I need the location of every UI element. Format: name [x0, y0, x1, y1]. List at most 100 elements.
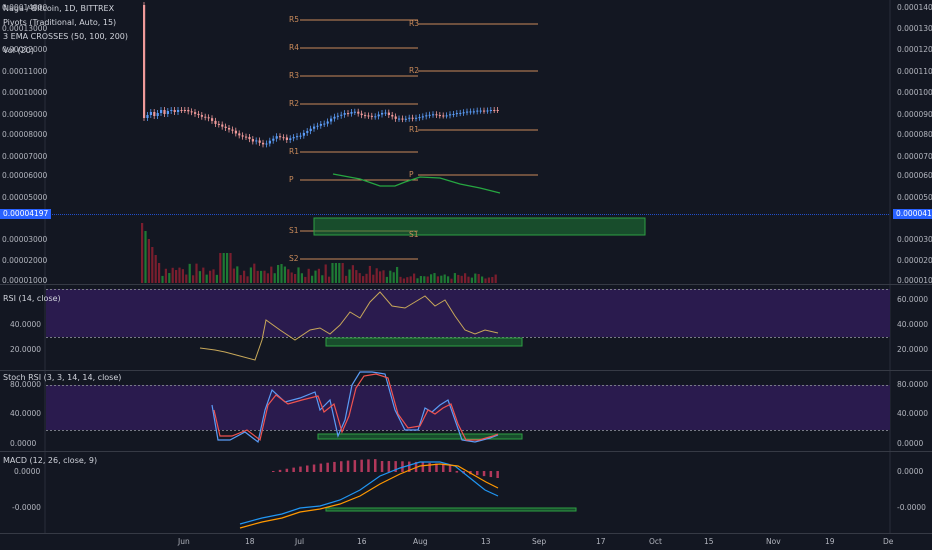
candle-body [367, 115, 370, 117]
price-label: 0.00008000 [2, 130, 48, 139]
macd-histogram-bar [476, 471, 479, 476]
volume-bar [154, 255, 157, 283]
volume-bar [426, 276, 429, 283]
volume-bar [481, 276, 484, 283]
candle-body [200, 115, 203, 117]
stoch-axis-label: 0.0000 [10, 439, 37, 448]
volume-bar [436, 276, 439, 283]
macd-histogram-bar [367, 459, 370, 472]
macd-histogram-bar [278, 469, 282, 472]
rsi-axis-label: 40.0000 [897, 320, 929, 329]
candle-body [285, 137, 288, 140]
volume-bar [494, 274, 497, 283]
volume-bar [328, 276, 331, 283]
volume-bar [331, 263, 334, 283]
volume-bar [365, 273, 368, 283]
time-label: Jul [295, 537, 305, 546]
candle-body [462, 112, 465, 114]
rsi-title[interactable]: RSI (14, close) [3, 294, 61, 303]
volume-bar [348, 269, 351, 283]
price-label: 0.00003000 [897, 235, 932, 244]
volume-bar [385, 276, 388, 283]
volume-bar [467, 276, 470, 283]
volume-bar [358, 273, 361, 283]
candle-body [255, 140, 258, 142]
volume-bar [175, 270, 178, 283]
volume-bar [409, 276, 412, 283]
candle-body [333, 116, 336, 119]
candle-body [452, 114, 455, 116]
candle-body [238, 133, 241, 136]
macd-title[interactable]: MACD (12, 26, close, 9) [3, 456, 98, 465]
stoch-rsi-title[interactable]: Stoch RSI (3, 3, 14, 14, close) [3, 373, 122, 382]
volume-bar [239, 275, 242, 283]
volume-bar [402, 278, 405, 283]
price-label: 0.00001000 [897, 276, 932, 285]
candle-body [415, 117, 418, 119]
candle-body [248, 137, 251, 140]
price-label: 0.00008000 [897, 130, 932, 139]
price-label: 0.00014000 [897, 3, 932, 12]
candle-body [445, 115, 448, 117]
candle-body [343, 113, 346, 115]
candle-body [211, 118, 214, 121]
candle-body [183, 110, 186, 111]
candle-body [435, 114, 438, 116]
ema-indicator-label[interactable]: 3 EMA CROSSES (50, 100, 200) [3, 32, 129, 41]
candle-body [231, 129, 234, 131]
time-label: 15 [704, 537, 714, 546]
time-label: 16 [357, 537, 367, 546]
volume-indicator-label[interactable]: Vol (20) [3, 46, 34, 55]
volume-bar [317, 268, 320, 283]
macd-histogram-bar [394, 461, 397, 472]
candle-body [146, 115, 149, 118]
price-label: 0.00010000 [2, 88, 48, 97]
candle-body [387, 112, 390, 115]
candle-body [425, 115, 428, 117]
macd-histogram-bar [285, 468, 289, 472]
candle-body [449, 114, 452, 116]
macd-histogram-bar [360, 459, 363, 472]
stoch-axis-label: 80.0000 [10, 380, 42, 389]
symbol-title[interactable]: Naga / Bitcoin, 1D, BITTREX [3, 4, 115, 13]
volume-bar [419, 276, 422, 283]
pivot-label: R1 [409, 125, 419, 134]
volume-bar [372, 274, 375, 283]
macd-histogram-bar [306, 465, 309, 472]
candle-body [347, 113, 350, 115]
pivots-indicator-label[interactable]: Pivots (Traditional, Auto, 15) [3, 18, 117, 27]
candle-body [149, 112, 152, 115]
macd-histogram-bar [299, 466, 302, 472]
volume-bar [294, 273, 297, 283]
volume-bar [215, 274, 218, 283]
volume-bar [195, 263, 198, 283]
macd-histogram-bar [496, 471, 499, 478]
volume-bar [178, 267, 181, 283]
volume-bar [198, 271, 201, 283]
candle-body [459, 112, 462, 114]
candle-body [296, 136, 299, 138]
signal-line [239, 463, 499, 529]
candle-body [469, 111, 472, 113]
volume-bar [311, 275, 314, 283]
candle-body [166, 111, 169, 114]
candle-body [289, 138, 292, 140]
volume-bar [219, 253, 222, 283]
volume-bar [283, 266, 286, 283]
candle-body [265, 143, 268, 145]
candle-body [194, 112, 197, 114]
support-zone-box [313, 217, 646, 236]
price-label: 0.00007000 [2, 152, 48, 161]
volume-bar [273, 273, 276, 283]
macd-histogram-bar [442, 464, 445, 472]
volume-bar [423, 276, 426, 283]
candle-body [156, 113, 159, 116]
volume-bar [246, 276, 249, 283]
macd-axis-label: -0.0000 [897, 503, 926, 512]
rsi-axis-label: 40.0000 [10, 320, 42, 329]
volume-bar [188, 263, 191, 283]
volume-bar [368, 265, 371, 283]
candle-body [479, 110, 482, 112]
candle-body [428, 114, 431, 116]
